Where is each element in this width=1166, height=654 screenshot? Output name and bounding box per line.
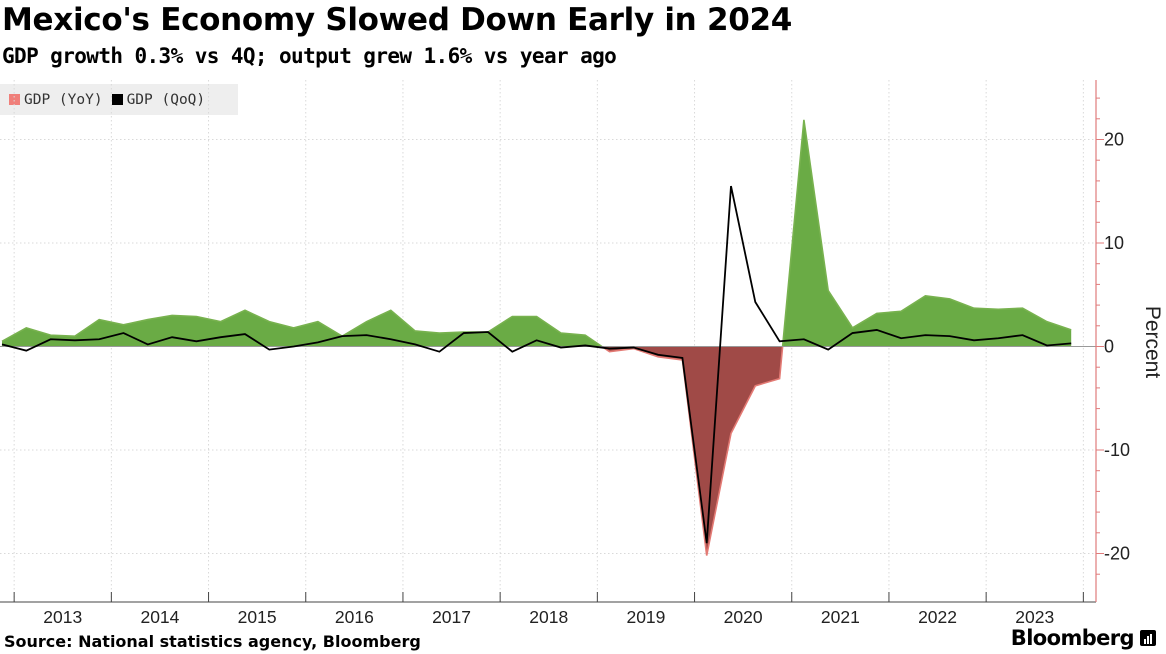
y-tick-label: 10: [1104, 233, 1124, 253]
legend-label-yoy: GDP (YoY): [24, 91, 103, 108]
legend-item-qoq: GDP (QoQ): [111, 91, 206, 108]
x-tick-label: 2022: [918, 607, 957, 627]
x-tick-label: 2023: [1015, 607, 1054, 627]
x-tick-label: 2014: [140, 607, 179, 627]
yoy-area-edge: [1, 309, 603, 348]
legend-label-qoq: GDP (QoQ): [126, 91, 206, 108]
y-tick-label: -10: [1104, 440, 1130, 460]
yoy-area-edge: [781, 119, 1072, 347]
x-tick-label: 2019: [626, 607, 665, 627]
y-axis: 20 10 0 -10 -20: [1095, 80, 1130, 602]
brand-name: Bloomberg: [1010, 626, 1135, 650]
y-tick-label: 0: [1104, 337, 1114, 357]
brand-logo: Bloomberg: [1011, 626, 1156, 650]
yoy-area-edge: [601, 345, 784, 556]
x-tick-label: 2017: [432, 607, 471, 627]
yoy-area-negative: [601, 346, 783, 556]
legend-swatch-yoy: [9, 94, 20, 105]
y-axis-label: Percent: [1141, 306, 1164, 379]
y-tick-label: 20: [1104, 130, 1124, 150]
source-note: Source: National statistics agency, Bloo…: [4, 632, 421, 651]
yoy-area: [0, 119, 1096, 556]
y-tick-label: -20: [1104, 544, 1130, 564]
x-tick-label: 2018: [529, 607, 568, 627]
yoy-area-positive: [782, 119, 1072, 347]
x-tick-label: 2013: [43, 607, 82, 627]
bloomberg-bars-icon: [1140, 630, 1156, 646]
x-tick-label: 2020: [724, 607, 763, 627]
x-tick-label: 2016: [335, 607, 374, 627]
chart-title: Mexico's Economy Slowed Down Early in 20…: [2, 2, 793, 38]
x-axis-labels: 2013 2014 2015 2016 2017 2018 2019 2020 2021 2022…: [43, 607, 1054, 627]
qoq-line: [1, 185, 1072, 544]
legend-swatch-qoq: [111, 94, 123, 105]
yoy-area-positive: [2, 310, 602, 347]
legend: GDP (YoY) GDP (QoQ): [0, 84, 238, 115]
x-tick-label: 2015: [238, 607, 277, 627]
qoq-series-line: [1, 185, 1072, 544]
x-tick-label: 2021: [821, 607, 860, 627]
legend-item-yoy: GDP (YoY): [9, 92, 103, 108]
chart-subtitle: GDP growth 0.3% vs 4Q; output grew 1.6% …: [2, 44, 617, 68]
